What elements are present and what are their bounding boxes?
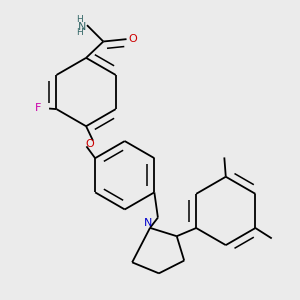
Text: H: H xyxy=(76,28,83,37)
Text: N: N xyxy=(143,218,152,228)
Text: F: F xyxy=(34,103,41,112)
Text: O: O xyxy=(85,139,94,149)
Text: N: N xyxy=(77,22,86,32)
Text: O: O xyxy=(129,34,137,44)
Text: H: H xyxy=(76,15,83,24)
